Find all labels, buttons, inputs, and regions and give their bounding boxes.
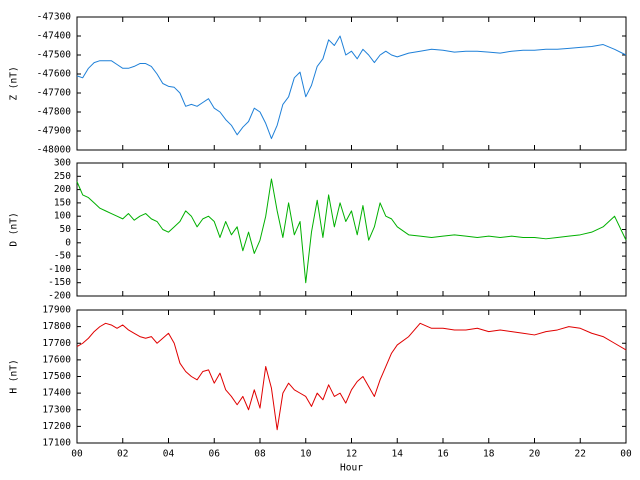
y-tick-label: 17900 — [42, 305, 71, 316]
x-tick-label: 16 — [437, 449, 449, 460]
x-tick-label: 06 — [209, 449, 221, 460]
y-tick-label: 150 — [54, 197, 71, 208]
y-tick-label: -48000 — [37, 145, 72, 156]
x-tick-label: 18 — [483, 449, 495, 460]
y-axis-label: H (nT) — [9, 359, 20, 393]
y-tick-label: 300 — [54, 158, 71, 169]
data-line — [76, 35, 627, 140]
x-tick-label: 04 — [163, 449, 175, 460]
y-tick-label: -47500 — [37, 50, 72, 61]
y-tick-label: -47800 — [37, 107, 72, 118]
x-tick-label: 00 — [71, 449, 83, 460]
x-tick-label: 08 — [254, 449, 266, 460]
y-axis-label: D (nT) — [9, 212, 20, 246]
y-tick-label: -47700 — [37, 88, 72, 99]
x-tick-label: 22 — [575, 449, 586, 460]
x-tick-label: 14 — [392, 449, 404, 460]
y-tick-label: 17600 — [42, 354, 71, 365]
plot-frame — [76, 162, 627, 297]
plot-frame — [76, 16, 627, 151]
y-tick-label: 17800 — [42, 321, 71, 332]
x-tick-label: 12 — [346, 449, 357, 460]
y-tick-label: 200 — [54, 184, 71, 195]
y-tick-label: 17500 — [42, 371, 71, 382]
y-tick-label: 17700 — [42, 338, 71, 349]
data-line — [76, 322, 627, 431]
y-axis-label: Z (nT) — [9, 66, 20, 100]
x-axis-label: Hour — [340, 463, 363, 474]
x-tick-label: 20 — [529, 449, 541, 460]
y-tick-label: -47900 — [37, 126, 72, 137]
x-tick-label: 00 — [620, 449, 632, 460]
y-tick-label: 17100 — [42, 438, 71, 449]
x-tick-label: 02 — [117, 449, 128, 460]
y-tick-label: -100 — [48, 264, 71, 275]
y-tick-label: 17400 — [42, 388, 71, 399]
y-tick-label: -47400 — [37, 31, 72, 42]
y-tick-label: 50 — [60, 224, 72, 235]
y-tick-label: -47600 — [37, 69, 72, 80]
y-tick-label: -50 — [54, 251, 71, 262]
y-tick-label: -47300 — [37, 12, 72, 23]
y-tick-label: 250 — [54, 171, 71, 182]
y-tick-label: 0 — [65, 237, 71, 248]
y-tick-label: -200 — [48, 291, 71, 302]
y-tick-label: 17300 — [42, 404, 71, 415]
y-tick-label: 100 — [54, 211, 71, 222]
plot-frame — [76, 309, 627, 444]
y-tick-label: 17200 — [42, 421, 71, 432]
y-tick-label: -150 — [48, 277, 71, 288]
x-tick-label: 10 — [300, 449, 312, 460]
data-line — [76, 178, 627, 284]
